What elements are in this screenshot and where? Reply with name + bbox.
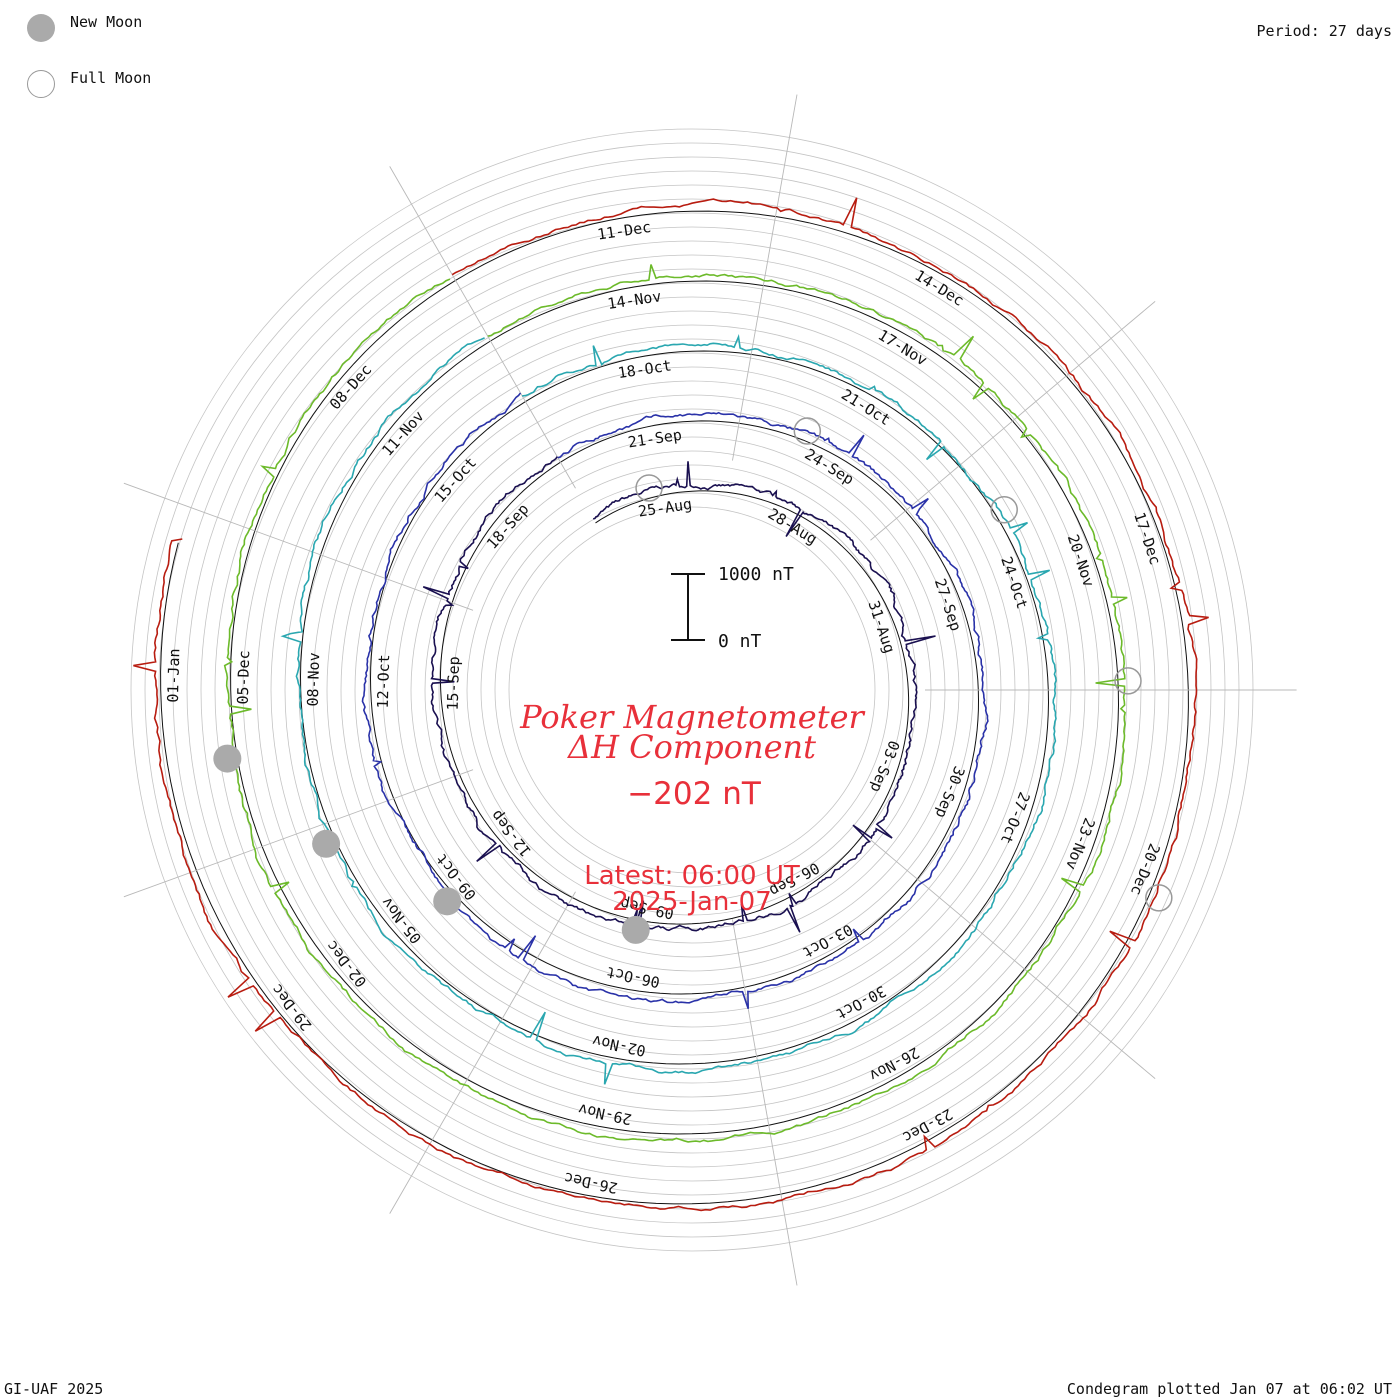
date-label: 29-Nov [577, 1100, 634, 1129]
series-line-3 [280, 333, 1057, 1085]
new-moon-marker [312, 829, 341, 858]
date-label: 02-Nov [591, 1031, 648, 1060]
date-label: 01-Jan [164, 648, 184, 703]
new-moon-legend-label: New Moon [70, 13, 143, 31]
full-moon-marker [793, 417, 822, 445]
period-label: Period: 27 days [1256, 22, 1392, 40]
series-line-2 [361, 392, 989, 1010]
grid-spoke [732, 919, 798, 1286]
date-label: 23-Nov [1062, 815, 1099, 872]
date-label: 15-Oct [431, 454, 480, 506]
series-line-4 [223, 264, 1128, 1143]
date-label: 28-Aug [765, 505, 821, 549]
grid-ring [508, 506, 876, 874]
date-label: 15-Sep [444, 656, 464, 711]
chart-traces [133, 197, 1209, 1212]
date-label: 06-Oct [605, 963, 662, 992]
date-label: 18-Sep [483, 500, 532, 552]
chart-moon-markers [213, 417, 1173, 944]
latest-date: 2025-Jan-07 [612, 887, 772, 917]
chart-title: Poker Magnetometer [519, 698, 865, 736]
scale-bottom-label: 0 nT [718, 631, 762, 652]
grid-spoke [389, 891, 576, 1214]
full-moon-marker [1114, 667, 1142, 695]
grid-spoke [389, 166, 576, 489]
scale-top-label: 1000 nT [718, 564, 794, 585]
spiral-baseline [160, 210, 1189, 1205]
scale-bar: 1000 nT 0 nT [671, 564, 794, 652]
chart-grid [123, 94, 1297, 1286]
full-moon-marker [990, 496, 1018, 524]
grid-spoke [123, 482, 474, 611]
full-moon-legend-icon [27, 70, 55, 98]
plotted-label: Condegram plotted Jan 07 at 06:02 UT [1066, 1380, 1392, 1398]
latest-time: Latest: 06:00 UT [584, 861, 800, 891]
grid-spoke [870, 839, 1156, 1079]
date-label: 30-Sep [932, 764, 969, 821]
full-moon-marker [1145, 884, 1173, 912]
series-line-1 [422, 456, 936, 933]
grid-ring [480, 478, 904, 902]
new-moon-marker [213, 744, 242, 773]
new-moon-marker [433, 887, 462, 916]
new-moon-marker [621, 915, 650, 944]
new-moon-legend-icon [27, 14, 55, 42]
grid-spoke [870, 301, 1156, 541]
date-label: 08-Nov [304, 652, 324, 707]
date-label: 26-Dec [562, 1169, 619, 1198]
grid-spoke [732, 94, 798, 461]
grid-ring [494, 492, 890, 888]
series-line-5 [133, 197, 1209, 1212]
credit-label: GI-UAF 2025 [4, 1380, 104, 1398]
current-value: −202 nT [627, 776, 762, 812]
date-label: 05-Dec [234, 650, 254, 705]
grid-spoke [123, 769, 474, 898]
full-moon-legend-label: Full Moon [70, 69, 152, 87]
full-moon-marker [635, 474, 663, 502]
grid-ring [466, 464, 918, 916]
chart-subtitle: ΔH Component [566, 728, 816, 766]
date-label: 12-Oct [374, 654, 394, 709]
